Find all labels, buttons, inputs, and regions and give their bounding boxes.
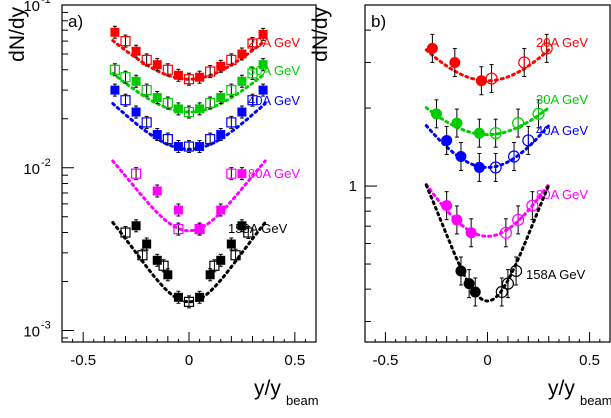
series-label: 20A GeV <box>248 35 300 50</box>
series-40a-gev: 40A GeV <box>110 84 300 152</box>
x-axis-label: y/y <box>254 377 281 400</box>
data-point-filled <box>427 43 438 54</box>
data-point-filled <box>474 162 485 173</box>
data-point-filled <box>237 77 246 86</box>
y-axis-label: dN/dy <box>6 7 29 62</box>
data-point-filled <box>216 130 225 139</box>
plot-frame <box>365 5 610 342</box>
series-label: 158A GeV <box>526 267 586 282</box>
data-point-filled <box>132 108 141 117</box>
data-point-filled <box>431 108 442 119</box>
data-point-filled <box>455 265 466 276</box>
data-point-filled <box>216 256 225 265</box>
data-point-filled <box>206 270 215 279</box>
x-axis-label-subscript: beam <box>580 393 611 408</box>
series-label: 20A GeV <box>536 35 588 50</box>
data-point-filled <box>474 128 485 139</box>
x-axis-label: y/y <box>548 377 575 400</box>
y-tick-exponent: -2 <box>41 157 51 169</box>
x-tick-label: -0.5 <box>372 352 398 369</box>
data-point-filled <box>195 225 204 234</box>
data-point-filled <box>195 293 204 302</box>
data-point-filled <box>110 86 119 95</box>
data-point-filled <box>476 75 487 86</box>
data-point-filled <box>451 118 462 129</box>
x-tick-label: 0 <box>483 352 491 369</box>
series-label: 158A GeV <box>228 221 288 236</box>
series-20a-gev: 20A GeV <box>426 34 588 94</box>
data-point-filled <box>441 135 452 146</box>
data-point-filled <box>237 108 246 117</box>
data-point-filled <box>153 186 162 195</box>
data-point-filled <box>195 104 204 113</box>
y-tick-label: 10 <box>23 161 40 178</box>
data-point-filled <box>216 206 225 215</box>
chart-panel-b: -0.5 0 0.5 1 dN/dy y/y beam b) 20A GeV 30A GeV 40A… <box>309 5 611 408</box>
x-tick-label: -0.5 <box>70 352 96 369</box>
data-point-filled <box>441 200 452 211</box>
panel-label: b) <box>371 12 386 31</box>
data-point-filled <box>195 73 204 82</box>
data-point-filled <box>470 286 481 297</box>
y-tick-exponent: -1 <box>41 0 51 6</box>
y-axis-label: dN/dy <box>309 7 332 62</box>
data-point-filled <box>227 240 236 249</box>
y-tick-label: 10 <box>23 324 40 341</box>
x-tick-label: 0 <box>185 352 193 369</box>
data-point-filled <box>132 77 141 86</box>
data-point-filled <box>174 71 183 80</box>
series-label: 30A GeV <box>536 92 588 107</box>
fit-curve <box>426 50 549 81</box>
data-point-filled <box>153 93 162 102</box>
y-axis: 1 <box>349 5 377 321</box>
data-point-filled <box>451 214 462 225</box>
x-axis: -0.5 0 0.5 <box>365 332 610 369</box>
fit-curve <box>426 108 549 135</box>
y-tick-exponent: -3 <box>41 320 51 332</box>
series-label: 80A GeV <box>248 166 300 181</box>
fit-curve <box>426 126 549 168</box>
data-point-filled <box>132 221 141 230</box>
x-tick-label: 0.5 <box>579 352 600 369</box>
data-point-filled <box>153 256 162 265</box>
data-point-filled <box>174 104 183 113</box>
series-label: 30A GeV <box>248 63 300 78</box>
data-point-filled <box>449 57 460 68</box>
data-point-filled <box>195 142 204 151</box>
data-point-filled <box>142 240 151 249</box>
data-point-filled <box>216 93 225 102</box>
series-40a-gev: 40A GeV <box>426 123 588 181</box>
data-point-filled <box>237 169 246 178</box>
data-point-filled <box>174 293 183 302</box>
data-point-filled <box>174 206 183 215</box>
data-point-filled <box>153 60 162 69</box>
data-point-filled <box>466 227 477 238</box>
data-point-filled <box>110 28 119 37</box>
series-80a-gev: 80A GeV <box>426 184 588 246</box>
data-point-filled <box>153 130 162 139</box>
panel-label: a) <box>68 12 83 31</box>
series-label: 40A GeV <box>536 123 588 138</box>
data-point-filled <box>132 47 141 56</box>
x-axis: -0.5 0 0.5 <box>62 332 316 369</box>
y-axis: 10-310-210-1 <box>23 0 74 341</box>
x-tick-label: 0.5 <box>284 352 305 369</box>
y-tick-label: 1 <box>349 178 357 195</box>
data-point-filled <box>163 270 172 279</box>
series-label: 40A GeV <box>248 93 300 108</box>
data-point-filled <box>216 62 225 71</box>
data-point-filled <box>237 49 246 58</box>
x-axis-label-subscript: beam <box>286 393 319 408</box>
data-point-filled <box>174 142 183 151</box>
data-point-filled <box>455 151 466 162</box>
